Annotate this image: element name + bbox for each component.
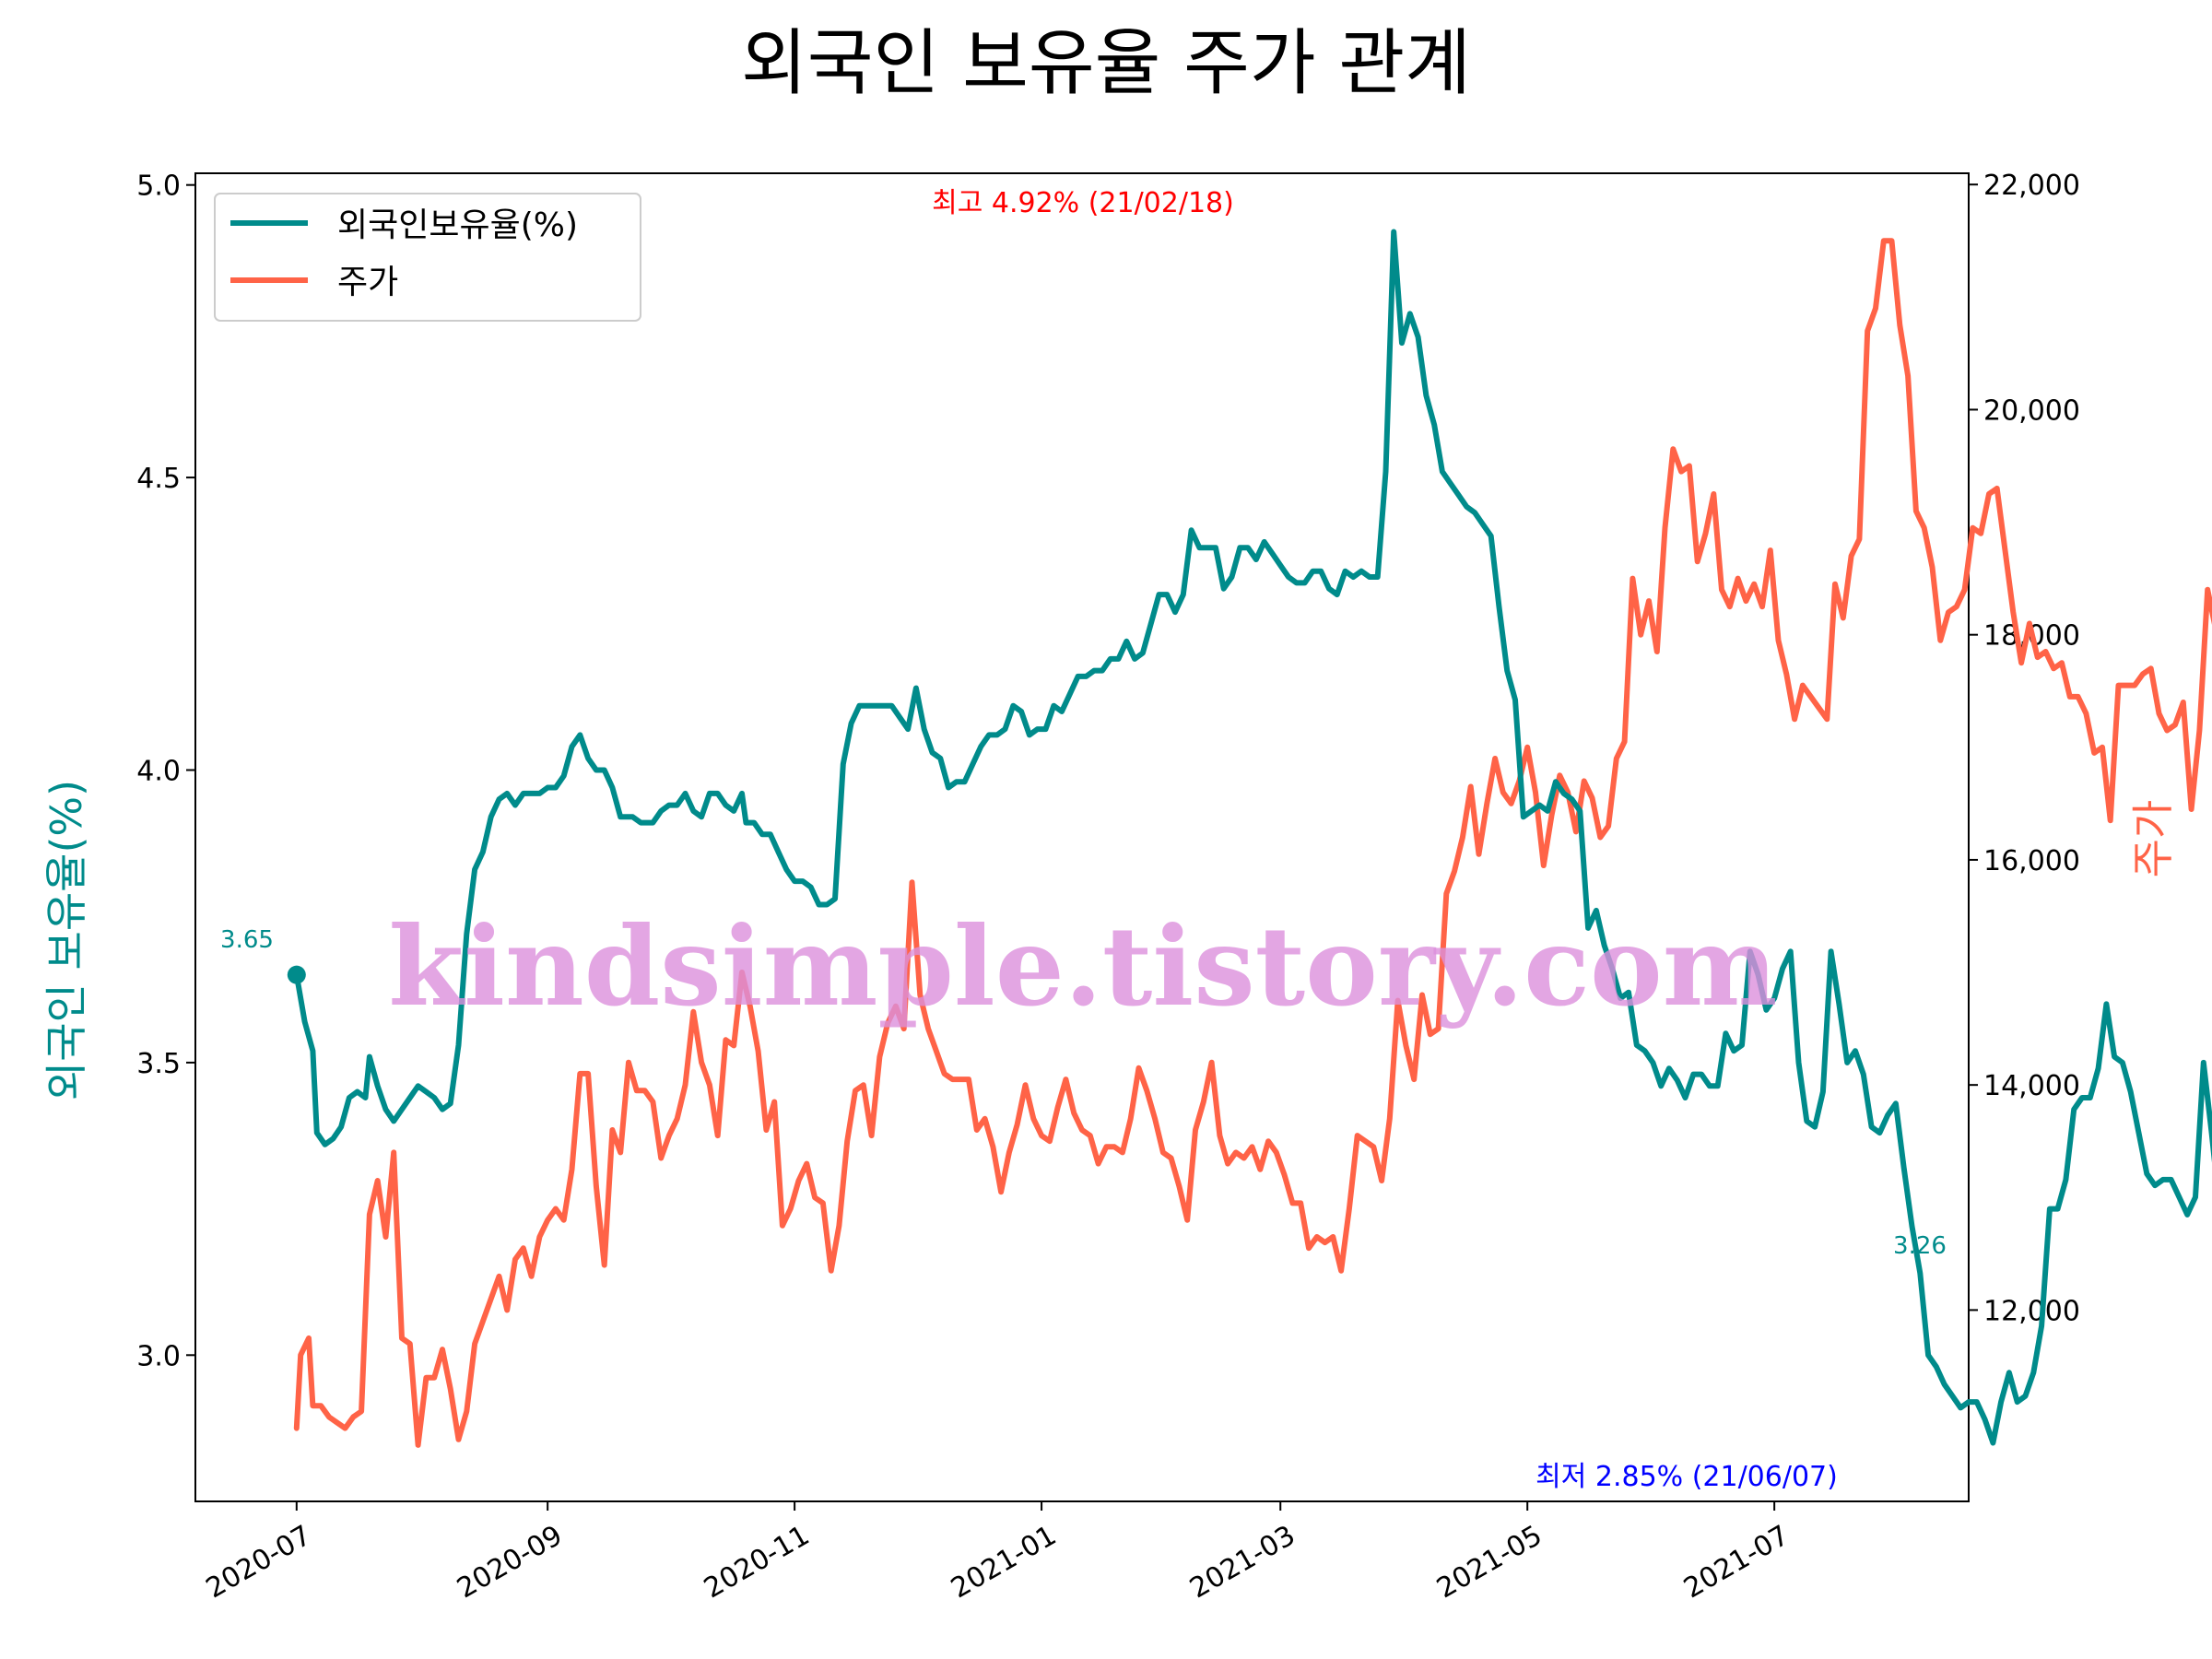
y-tick-label-left: 3.0	[136, 1340, 181, 1372]
y-tick-label-right: 22,000	[1983, 170, 2080, 202]
legend-box	[214, 193, 641, 322]
end-label: 3.26	[1893, 1232, 1947, 1260]
y-tick-label-left: 5.0	[136, 171, 181, 203]
max-annotation: 최고 4.92% (21/02/18)	[932, 187, 1234, 219]
legend-label-foreign: 외국인보유율(%)	[337, 206, 578, 244]
y-axis-label-left: 외국인 보유율(%)	[41, 780, 91, 1100]
y-tick-label-left: 4.5	[136, 463, 181, 495]
y-tick-label-left: 3.5	[136, 1048, 181, 1080]
legend-label-price: 주가	[337, 264, 398, 301]
min-annotation: 최저 2.85% (21/06/07)	[1535, 1461, 1838, 1493]
series-line-price	[293, 238, 2212, 1448]
legend: 외국인보유율(%) 주가	[214, 193, 641, 322]
x-tick-label: 2020-07	[201, 1519, 317, 1605]
x-tick-label: 2021-07	[1678, 1519, 1794, 1605]
x-tick-label: 2020-09	[452, 1519, 568, 1605]
y-axis-label-right: 주가	[2128, 800, 2178, 878]
left-axis: 3.0 3.5 4.0 4.5 5.0	[136, 171, 195, 1372]
watermark: kindsimple.tistory.com	[388, 902, 1777, 1030]
start-label: 3.65	[220, 926, 274, 954]
y-tick-label-right: 20,000	[1983, 394, 2080, 427]
x-tick-label: 2021-01	[946, 1519, 1062, 1605]
series-layer	[287, 229, 2212, 1448]
x-tick-label: 2021-05	[1431, 1519, 1547, 1605]
start-marker	[287, 965, 306, 984]
series-line-foreign	[293, 229, 2212, 1446]
x-tick-label: 2020-11	[699, 1519, 815, 1605]
plot-area	[194, 172, 1970, 1502]
y-tick-label-right: 14,000	[1983, 1070, 2080, 1102]
chart-title: 외국인 보유율 주가 관계	[741, 22, 1471, 105]
y-tick-label-left: 4.0	[136, 755, 181, 787]
y-tick-label-right: 16,000	[1983, 845, 2080, 877]
x-axis: 2020-07 2020-09 2020-11 2021-01 2021-03 2021-…	[201, 1501, 1794, 1605]
y-tick-label-right: 12,000	[1983, 1295, 2080, 1327]
x-tick-label: 2021-03	[1184, 1519, 1300, 1605]
